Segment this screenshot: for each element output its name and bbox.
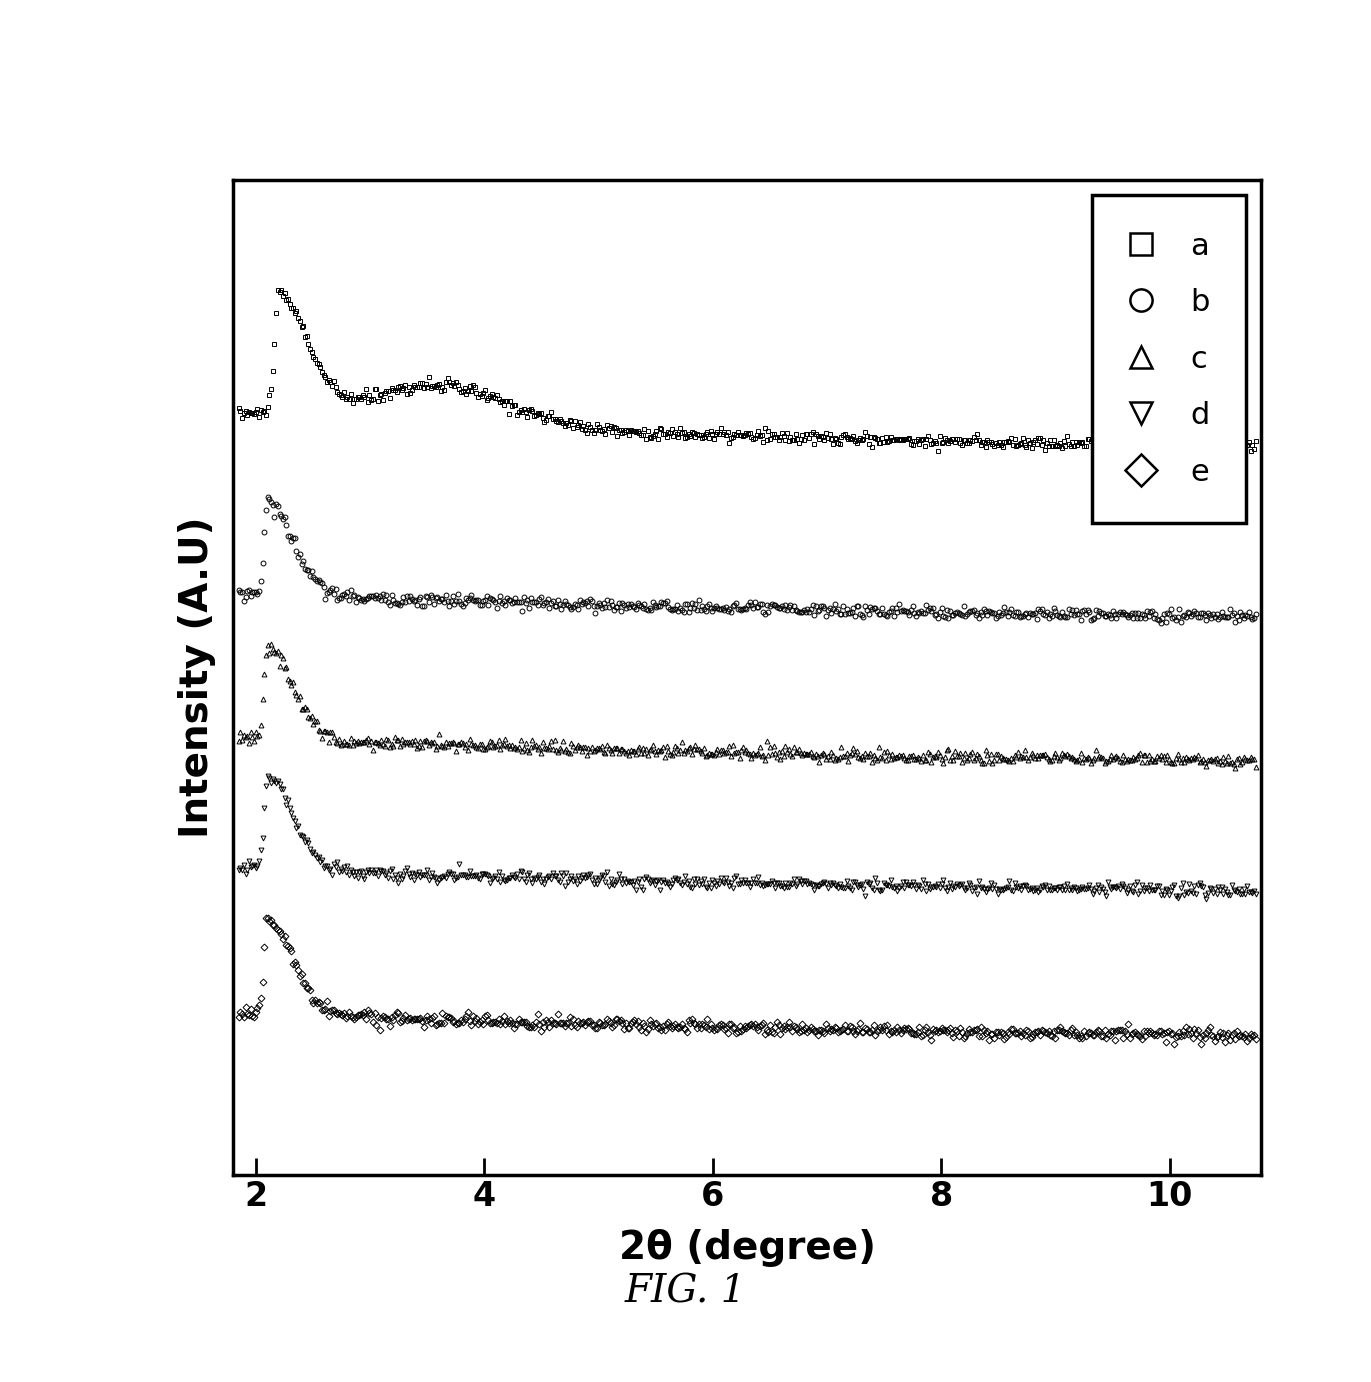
c [1248,759,1264,775]
e [692,1020,709,1036]
a [692,427,709,444]
Line: d: d [236,773,1259,901]
d [912,878,928,894]
b [413,589,429,605]
d [259,767,276,784]
a [494,394,510,410]
c [230,732,247,749]
b [912,604,928,621]
a [912,437,928,453]
b [259,489,276,506]
c [413,732,429,749]
e [258,909,274,926]
a [998,434,1015,451]
e [494,1013,510,1030]
c [1227,760,1243,777]
d [998,880,1015,897]
c [998,750,1015,767]
Legend: a, b, c, d, e: a, b, c, d, e [1093,195,1246,524]
a [1233,446,1249,463]
Line: c: c [236,641,1259,771]
e [230,1009,247,1025]
c [692,742,709,759]
d [230,861,247,878]
Y-axis label: Intensity (A.U): Intensity (A.U) [178,517,217,837]
d [494,868,510,884]
c [494,737,510,753]
e [1248,1031,1264,1048]
a [1248,433,1264,449]
e [912,1019,928,1035]
a [831,435,847,452]
d [831,876,847,893]
b [1152,615,1168,632]
b [230,582,247,598]
e [831,1023,847,1039]
d [1198,890,1215,907]
e [413,1009,429,1025]
Line: b: b [236,495,1259,625]
X-axis label: 2θ (degree): 2θ (degree) [618,1229,876,1267]
Line: a: a [236,287,1259,457]
b [998,604,1015,621]
d [413,869,429,886]
b [1248,605,1264,622]
e [1165,1035,1182,1052]
a [270,282,287,299]
b [692,601,709,618]
e [998,1028,1015,1045]
a [230,401,247,417]
b [831,605,847,622]
b [494,594,510,611]
a [413,375,429,391]
Line: e: e [236,915,1259,1046]
c [263,636,280,652]
Text: FIG. 1: FIG. 1 [625,1274,746,1310]
d [692,873,709,890]
d [1248,886,1264,902]
c [831,749,847,766]
c [912,749,928,766]
